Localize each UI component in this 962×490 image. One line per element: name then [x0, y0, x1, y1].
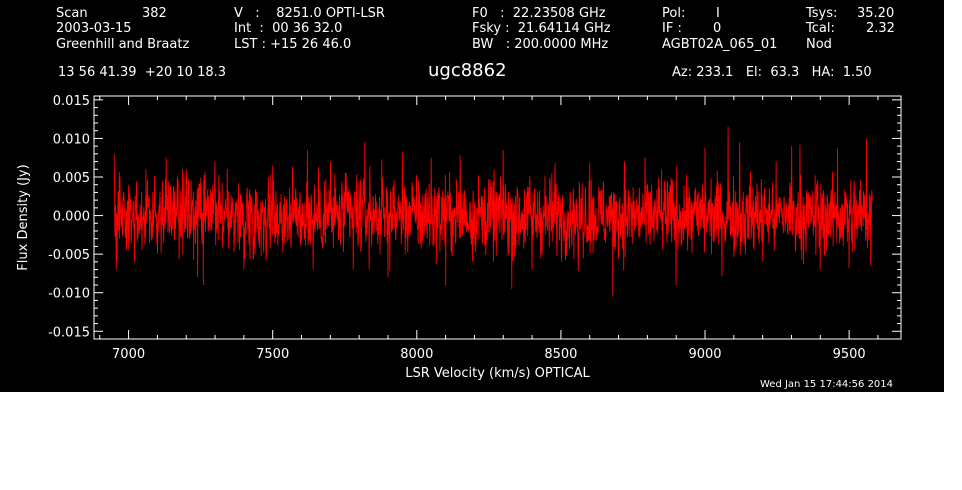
x-tick-label: 9500	[833, 347, 866, 362]
tcal-label: Tcal:	[806, 21, 835, 36]
scan-number: 382	[142, 6, 167, 21]
if-value: 0	[713, 21, 722, 36]
y-tick-label: -0.005	[48, 248, 90, 263]
rest-frequency: F0 : 22.23508 GHz	[472, 6, 606, 21]
tsys-label: Tsys:	[806, 6, 838, 21]
y-tick-label: 0.010	[53, 132, 90, 147]
source-name: ugc8862	[428, 60, 507, 81]
project-id: AGBT02A_065_01	[662, 37, 778, 52]
pol-value: I	[716, 6, 720, 21]
y-tick-label: 0.015	[53, 94, 90, 109]
az-el-ha: Az: 233.1 El: 63.3 HA: 1.50	[672, 65, 872, 80]
y-tick-label: -0.015	[48, 325, 90, 340]
observers: Greenhill and Braatz	[56, 37, 190, 52]
source-coordinates: 13 56 41.39 +20 10 18.3	[58, 65, 227, 80]
pol-label: Pol:	[662, 6, 686, 21]
x-tick-label: 8500	[544, 347, 577, 362]
integration-line: Int : 00 36 32.0	[234, 21, 343, 36]
velocity-line: V : 8251.0 OPTI-LSR	[234, 6, 385, 21]
y-tick-label: 0.005	[53, 171, 90, 186]
if-label: IF :	[662, 21, 682, 36]
obs-date: 2003-03-15	[56, 21, 132, 36]
spectrum-chart: 7000 7500 8000 8500 9000 9500 0.015 0.010 0.005 0…	[16, 94, 902, 381]
spectrum-trace-layer	[113, 126, 873, 297]
y-tick-label: 0.000	[53, 210, 90, 225]
bandwidth: BW : 200.0000 MHz	[472, 37, 609, 52]
scan-label: Scan	[56, 6, 88, 21]
plot-frame	[93, 95, 902, 340]
y-tick-label: -0.010	[48, 287, 90, 302]
x-tick-label: 8000	[400, 347, 433, 362]
x-tick-label: 9000	[688, 347, 721, 362]
y-axis-label: Flux Density (Jy)	[16, 164, 31, 270]
spectrum-series-line	[113, 126, 873, 297]
x-axis-label: LSR Velocity (km/s) OPTICAL	[405, 366, 590, 381]
tsys-value: 35.20	[857, 6, 895, 21]
lst-line: LST : +15 26 46.0	[234, 37, 352, 52]
plot-timestamp: Wed Jan 15 17:44:56 2014	[760, 379, 894, 390]
axis-layer: 7000 7500 8000 8500 9000 9500 0.015 0.010 0.005 0…	[48, 94, 901, 362]
sky-frequency: Fsky : 21.64114 GHz	[472, 21, 611, 36]
plot-panel: Scan 382 2003-03-15 Greenhill and Braatz…	[0, 0, 944, 392]
x-tick-label: 7000	[112, 347, 145, 362]
switching-mode: Nod	[806, 37, 832, 52]
tcal-value: 2.32	[866, 21, 895, 36]
x-tick-label: 7500	[256, 347, 289, 362]
